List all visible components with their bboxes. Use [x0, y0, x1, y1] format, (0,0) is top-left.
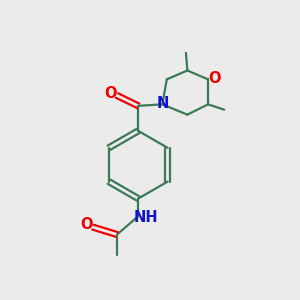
Text: O: O	[80, 217, 93, 232]
Text: O: O	[104, 86, 117, 101]
Text: NH: NH	[133, 210, 158, 225]
Text: N: N	[156, 96, 169, 111]
Text: O: O	[208, 71, 221, 86]
